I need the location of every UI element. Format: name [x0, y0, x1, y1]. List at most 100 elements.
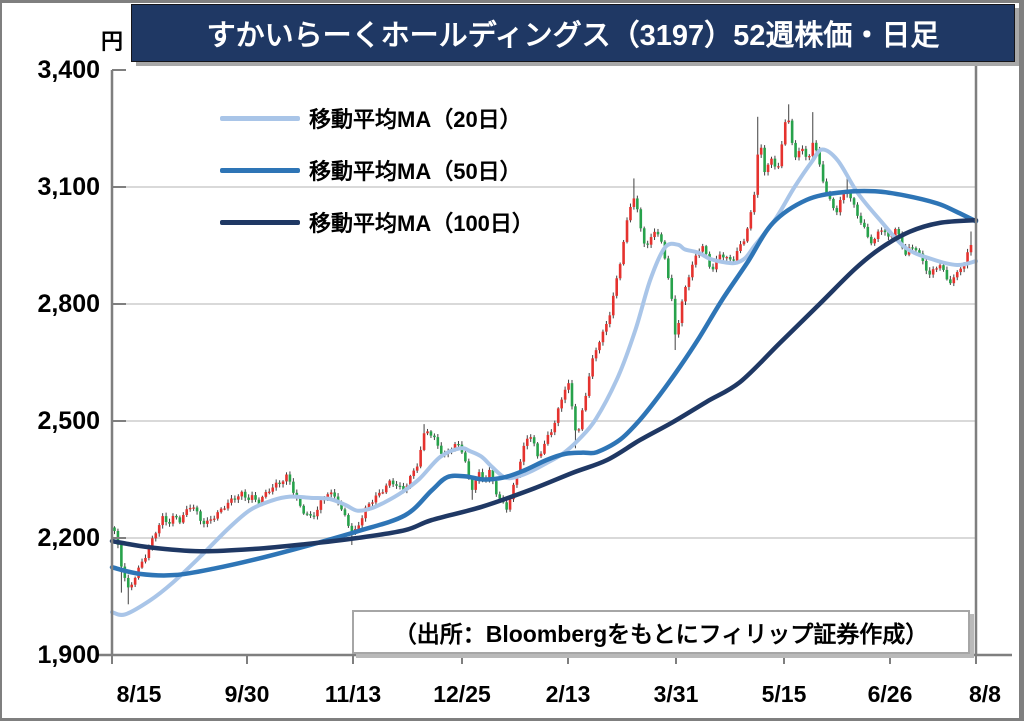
y-tick-label: 1,900 — [37, 641, 100, 669]
candle-body — [419, 449, 422, 467]
candle-body — [536, 443, 539, 457]
candle-body — [433, 435, 436, 438]
candle-body — [567, 383, 570, 390]
candle-body — [199, 511, 202, 521]
candle-body — [794, 142, 797, 158]
candle-body — [130, 584, 133, 588]
candle-body — [495, 481, 498, 495]
candle-body — [288, 474, 292, 482]
candle-body — [439, 445, 443, 454]
candle-body — [209, 519, 213, 521]
candle-body — [157, 525, 161, 534]
candle-body — [629, 206, 632, 221]
candle-body — [694, 255, 698, 265]
candle-body — [126, 577, 130, 588]
candle-body — [274, 482, 278, 488]
candle-body — [880, 230, 883, 232]
candle-body — [546, 434, 550, 444]
candle-body — [560, 399, 563, 409]
x-tick-label: 2/13 — [545, 681, 591, 707]
candle-body — [873, 238, 876, 244]
candle-body — [808, 156, 811, 158]
candle-body — [866, 226, 870, 237]
candle-body — [212, 518, 216, 520]
candle-body — [574, 406, 577, 431]
ma50-line-swatch — [220, 167, 300, 173]
legend-label-ma50: 移動平均MA（50日） — [309, 159, 522, 184]
candle-body — [371, 502, 374, 504]
candle-body — [250, 495, 254, 500]
candle-body — [787, 120, 790, 123]
candle-body — [285, 474, 288, 482]
candle-body — [746, 228, 749, 242]
candle-body — [952, 277, 956, 284]
source-attribution-text: （出所：Bloombergをもとにフィリップ証券作成） — [393, 621, 929, 647]
candle-body — [188, 507, 192, 510]
candle-body — [811, 142, 815, 157]
candle-body — [756, 154, 760, 195]
candle-body — [233, 498, 237, 500]
candle-body — [852, 198, 856, 205]
candle-body — [825, 181, 828, 193]
candle-body — [164, 516, 168, 523]
candle-body — [821, 164, 825, 182]
candle-body — [581, 410, 584, 430]
candle-body — [261, 496, 264, 505]
y-tick-label: 2,800 — [37, 290, 100, 318]
candle-body — [660, 234, 663, 242]
candle-body — [178, 517, 182, 523]
candle-body — [649, 237, 653, 245]
candle-body — [962, 264, 966, 269]
candle-body — [924, 260, 928, 271]
candle-body — [312, 515, 316, 517]
candle-body — [938, 265, 942, 269]
candle-body — [684, 286, 687, 302]
candle-body — [374, 495, 378, 503]
candlestick-series — [113, 104, 973, 605]
candle-body — [911, 247, 914, 249]
candle-body — [206, 520, 209, 524]
candle-body — [168, 522, 171, 524]
candle-body — [388, 480, 391, 486]
y-tick-label: 3,400 — [37, 56, 100, 84]
candle-body — [711, 266, 715, 270]
candle-body — [832, 198, 835, 209]
candle-body — [735, 251, 739, 261]
candle-body — [732, 259, 735, 261]
candle-body — [192, 507, 195, 509]
legend-label-ma100: 移動平均MA（100日） — [309, 211, 534, 236]
candle-body — [216, 512, 219, 519]
axes — [96, 64, 1012, 664]
candle-body — [230, 498, 233, 503]
candle-body — [477, 472, 481, 481]
candle-body — [181, 515, 185, 523]
candle-body — [185, 509, 189, 516]
candle-body — [398, 485, 402, 487]
candle-body — [402, 486, 405, 490]
candle-body — [804, 148, 808, 157]
candle-body — [498, 494, 502, 499]
candle-body — [415, 466, 419, 471]
candle-body — [942, 265, 945, 270]
candle-body — [378, 492, 381, 496]
candle-body — [505, 502, 508, 510]
x-tick-label: 12/25 — [433, 681, 491, 707]
candle-body — [120, 544, 123, 567]
legend-item-ma50: 移動平均MA（50日） — [220, 144, 534, 196]
candle-body — [219, 508, 223, 513]
candle-body — [838, 200, 842, 213]
candle-body — [319, 500, 323, 510]
candle-body — [240, 491, 244, 497]
candle-body — [601, 331, 605, 343]
candle-body — [340, 503, 343, 510]
candle-body — [918, 250, 921, 254]
candle-body — [278, 482, 281, 485]
candle-body — [532, 437, 536, 444]
candle-body — [680, 301, 684, 324]
legend-item-ma100: 移動平均MA（100日） — [220, 196, 534, 248]
candle-body — [384, 485, 388, 493]
candle-body — [360, 518, 364, 526]
candle-body — [151, 538, 154, 548]
candle-body — [818, 150, 821, 165]
